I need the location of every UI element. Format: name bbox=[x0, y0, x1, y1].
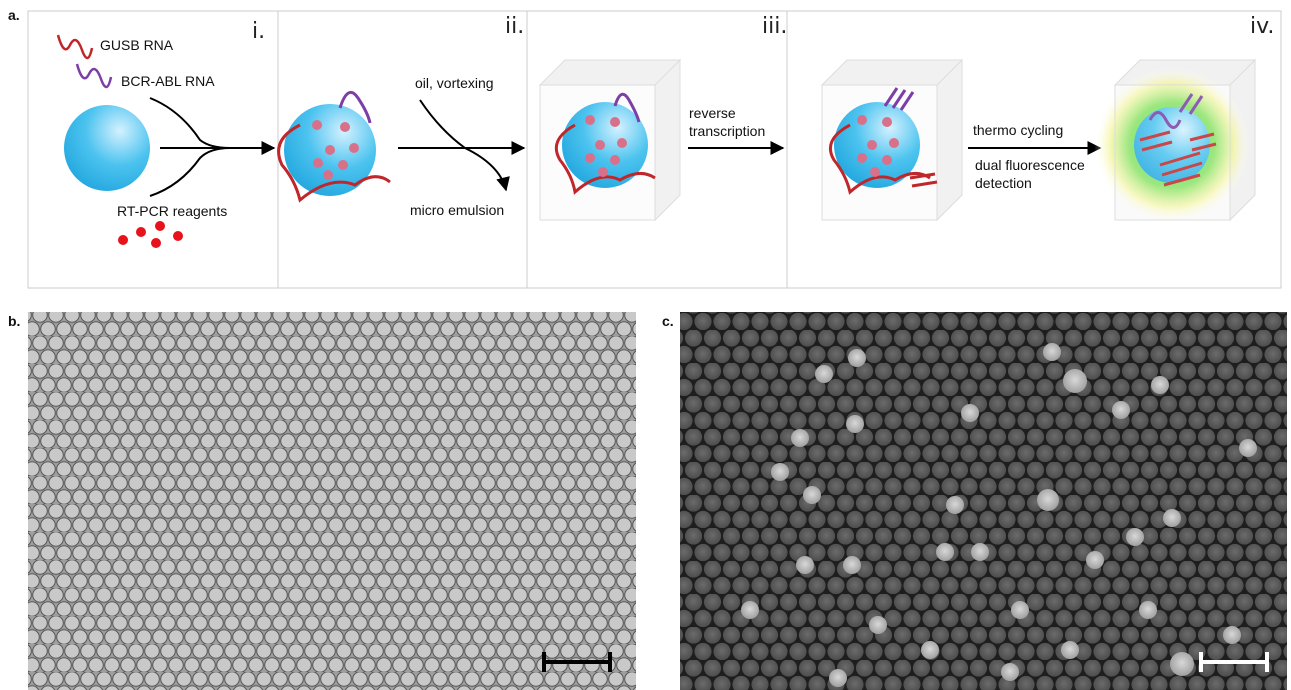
positive-droplets-shape bbox=[796, 556, 814, 574]
positive-droplets-shape bbox=[1112, 401, 1130, 419]
positive-droplets-shape bbox=[829, 669, 847, 687]
step-ii-shape-shape bbox=[323, 170, 333, 180]
positive-droplets-shape bbox=[1170, 652, 1194, 676]
positive-droplets-shape bbox=[803, 486, 821, 504]
step-i: GUSB RNA BCR-ABL RNA RT-PCR reagents bbox=[58, 35, 274, 248]
step-i-shape-shape bbox=[173, 231, 183, 241]
step-iii-shape-shape bbox=[598, 167, 608, 177]
step-ii-shape-shape bbox=[313, 158, 323, 168]
positive-droplets-shape bbox=[1061, 641, 1079, 659]
positive-droplets-shape bbox=[921, 641, 939, 659]
step-i-shape-shape bbox=[118, 235, 128, 245]
step-label: iii. bbox=[762, 14, 787, 39]
step-ii-shape-shape bbox=[312, 120, 322, 130]
positive-droplets-shape bbox=[1223, 626, 1241, 644]
panel-label: b. bbox=[8, 313, 20, 329]
step-iv-shape-shape bbox=[867, 140, 877, 150]
rt-label: transcription bbox=[689, 123, 765, 139]
positive-droplets-shape bbox=[1239, 439, 1257, 457]
step-iii-shape-shape bbox=[585, 153, 595, 163]
step-i-shape bbox=[77, 64, 111, 87]
positive-droplets-shape bbox=[971, 543, 989, 561]
positive-droplets-shape bbox=[1011, 601, 1029, 619]
step-iii-shape-shape bbox=[610, 155, 620, 165]
positive-droplets-shape bbox=[1126, 528, 1144, 546]
step-iv-shape-shape bbox=[882, 155, 892, 165]
oil-label: oil, vortexing bbox=[415, 75, 494, 91]
step-i-shape bbox=[118, 221, 183, 248]
step-ii-shape-shape bbox=[340, 122, 350, 132]
detection-label: detection bbox=[975, 175, 1032, 191]
step-ii-shape-shape bbox=[325, 145, 335, 155]
step-i-shape bbox=[150, 148, 230, 196]
step-label: i. bbox=[252, 19, 265, 44]
positive-droplets-shape bbox=[1037, 489, 1059, 511]
panel-label: a. bbox=[8, 7, 20, 23]
step-iii-shape-shape bbox=[595, 140, 605, 150]
positive-droplets-shape bbox=[843, 556, 861, 574]
step-iv: thermo cycling dual fluorescence detecti… bbox=[822, 60, 1255, 223]
step-iii-shape-shape bbox=[585, 115, 595, 125]
step-i-shape bbox=[64, 105, 150, 191]
gusb-label: GUSB RNA bbox=[100, 37, 174, 53]
positive-droplets-shape bbox=[1001, 663, 1019, 681]
step-iv-shape-shape bbox=[882, 117, 892, 127]
cycling-label: thermo cycling bbox=[973, 122, 1063, 138]
step-i-shape-shape bbox=[155, 221, 165, 231]
positive-droplets-shape bbox=[1163, 509, 1181, 527]
positive-droplets-shape bbox=[791, 429, 809, 447]
step-label: ii. bbox=[505, 14, 524, 39]
positive-droplets-shape bbox=[1063, 369, 1087, 393]
step-iv-shape bbox=[1115, 85, 1230, 220]
panel-c: c. bbox=[662, 312, 1287, 690]
rt-label: reverse bbox=[689, 105, 736, 121]
step-iv-shape-shape bbox=[857, 153, 867, 163]
positive-droplets-shape bbox=[741, 601, 759, 619]
step-i-shape-shape bbox=[136, 227, 146, 237]
positive-droplets-shape bbox=[1139, 601, 1157, 619]
positive-droplets-shape bbox=[946, 496, 964, 514]
panel-label: c. bbox=[662, 313, 674, 329]
step-iv-shape-shape bbox=[889, 138, 899, 148]
positive-droplets-shape bbox=[936, 543, 954, 561]
step-iii-shape-shape bbox=[617, 138, 627, 148]
positive-droplets-shape bbox=[771, 463, 789, 481]
step-ii: oil, vortexing micro emulsion bbox=[279, 75, 524, 218]
reagents-label: RT-PCR reagents bbox=[117, 203, 227, 219]
panel-b: b. bbox=[8, 312, 636, 690]
step-ii-shape-shape bbox=[349, 143, 359, 153]
step-iv-shape-shape bbox=[857, 115, 867, 125]
fluorescence-image bbox=[680, 312, 1287, 690]
bcr-abl-label: BCR-ABL RNA bbox=[121, 73, 215, 89]
step-ii-shape-shape bbox=[338, 160, 348, 170]
positive-droplets-shape bbox=[869, 616, 887, 634]
detection-label: dual fluorescence bbox=[975, 157, 1085, 173]
step-label: iv. bbox=[1250, 14, 1274, 39]
positive-droplets-shape bbox=[1086, 551, 1104, 569]
step-i-shape bbox=[58, 35, 92, 58]
positive-droplets-shape bbox=[846, 415, 864, 433]
brightfield-image bbox=[28, 312, 636, 690]
figure: a. i. ii. iii. iv. GUSB RNA BCR-ABL RNA … bbox=[0, 0, 1291, 690]
step-iii: reverse transcription bbox=[540, 60, 783, 220]
positive-droplets-shape bbox=[1043, 343, 1061, 361]
panel-a: a. i. ii. iii. iv. GUSB RNA BCR-ABL RNA … bbox=[8, 7, 1281, 288]
positive-droplets-shape bbox=[848, 349, 866, 367]
step-i-shape bbox=[150, 98, 230, 148]
step-ii-shape bbox=[420, 100, 506, 190]
positive-droplets-shape bbox=[815, 365, 833, 383]
step-i-shape-shape bbox=[151, 238, 161, 248]
step-iv-shape-shape bbox=[870, 167, 880, 177]
positive-droplets-shape bbox=[961, 404, 979, 422]
positive-droplets-shape bbox=[1151, 376, 1169, 394]
emulsion-label: micro emulsion bbox=[410, 202, 504, 218]
step-iii-shape-shape bbox=[610, 117, 620, 127]
